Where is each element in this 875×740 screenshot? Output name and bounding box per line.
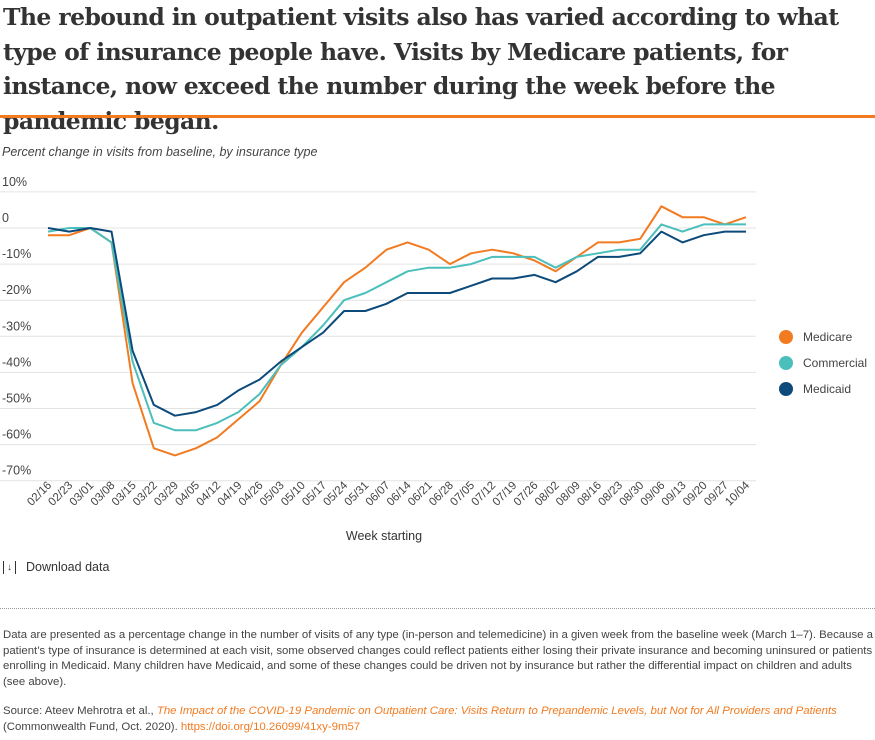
- source-citation: Source: Ateev Mehrotra et al., The Impac…: [3, 704, 873, 735]
- download-data-button[interactable]: ↓ Download data: [3, 560, 109, 574]
- chart-notes: Data are presented as a percentage chang…: [3, 629, 873, 688]
- legend-label: Medicare: [803, 330, 853, 344]
- source-prefix: Source: Ateev Mehrotra et al.,: [3, 705, 157, 717]
- series-line-medicaid: [47, 227, 746, 417]
- y-tick-label: -40%: [2, 355, 31, 369]
- legend-label: Commercial: [803, 356, 867, 370]
- y-tick-label: -10%: [2, 247, 31, 261]
- y-tick-label: 0: [2, 211, 9, 225]
- x-axis-label: Week starting: [346, 529, 422, 543]
- y-tick-label: -70%: [2, 464, 31, 478]
- chart-subtitle: Percent change in visits from baseline, …: [2, 145, 318, 159]
- download-icon: ↓: [3, 560, 16, 574]
- source-middle: (Commonwealth Fund, Oct. 2020).: [3, 720, 181, 733]
- legend-marker-medicare: [779, 330, 793, 344]
- y-tick-label: -20%: [2, 283, 31, 297]
- y-tick-label: 10%: [2, 175, 27, 189]
- doi-link[interactable]: https://doi.org/10.26099/41xy-9m57: [180, 720, 361, 733]
- series-line-medicare: [48, 205, 747, 457]
- y-tick-label: -60%: [2, 428, 31, 442]
- download-label: Download data: [26, 560, 110, 574]
- y-tick-label: -50%: [2, 392, 31, 406]
- divider: [0, 608, 875, 609]
- page-title: The rebound in outpatient visits also ha…: [3, 3, 839, 135]
- legend-marker-medicaid: [779, 382, 793, 396]
- y-tick-label: -30%: [2, 319, 31, 333]
- line-chart: 10%0-10%-20%-30%-40%-50%-60%-70% 02/1602…: [0, 175, 867, 543]
- legend-marker-commercial: [779, 356, 793, 370]
- source-title-link[interactable]: The Impact of the COVID-19 Pandemic on O…: [156, 705, 837, 717]
- legend-label: Medicaid: [803, 382, 851, 396]
- x-tick-label: 10/04: [723, 479, 752, 508]
- title-rule: [0, 115, 875, 118]
- series-line-commercial: [47, 223, 746, 432]
